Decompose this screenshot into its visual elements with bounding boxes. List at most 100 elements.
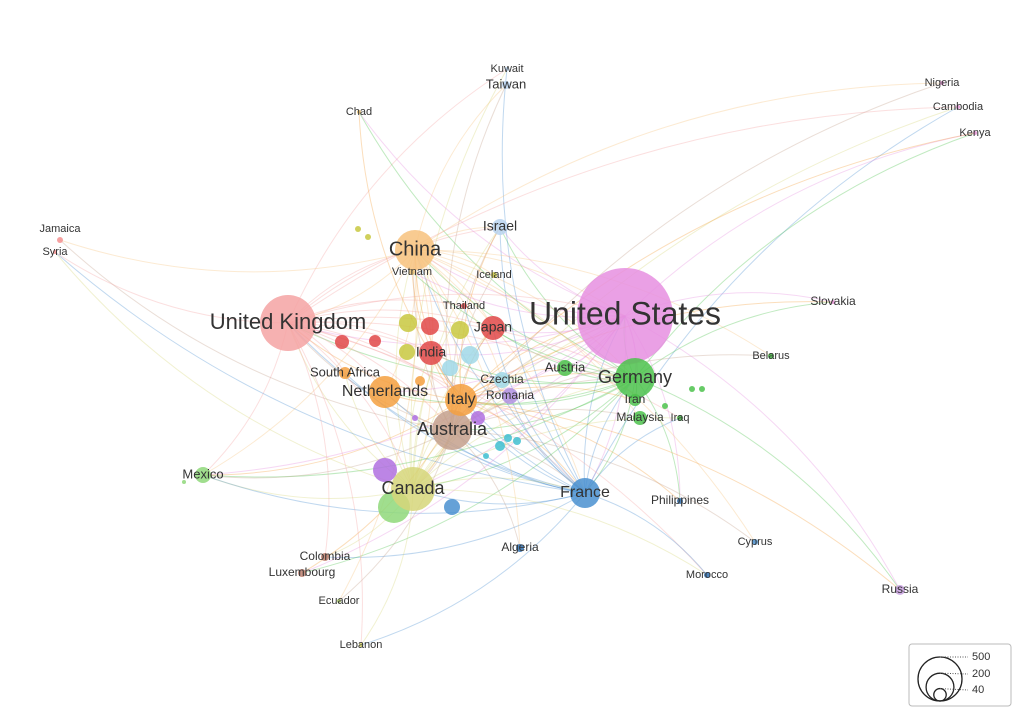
node [689,386,695,392]
edge [634,377,901,591]
node-label: Japan [474,319,512,335]
edge [287,322,330,558]
node [662,403,668,409]
node [298,569,306,577]
node-label: Iceland [476,269,511,281]
edge [624,132,976,317]
edge [584,492,708,576]
node [629,394,641,406]
legend-label: 500 [972,651,990,663]
edge [459,226,501,401]
node [615,358,655,398]
node [492,219,508,235]
edge [59,239,453,431]
edge [451,377,636,431]
edge [414,249,636,379]
edge [287,322,708,576]
edge [54,251,289,324]
node [421,317,439,335]
edge [460,132,976,401]
legend-box [908,643,1012,707]
edges [54,68,976,646]
edge [412,488,708,576]
node [699,386,705,392]
node [502,81,510,89]
node [483,453,489,459]
node [461,303,467,309]
node-label: Russia [882,582,919,596]
node [57,237,63,243]
edge [414,249,586,494]
node-label: Iraq [671,412,690,424]
edge [501,68,586,494]
node [752,539,758,545]
node-label: Jamaica [40,223,82,235]
edge [460,399,901,591]
node [956,105,960,109]
node-label: Malaysia [616,410,664,424]
node-label: Thailand [443,300,485,312]
edge [395,249,416,490]
node-label: Israel [483,218,517,234]
node [471,411,485,425]
edge [287,68,508,324]
node-label: Kuwait [490,63,523,75]
edge [451,354,772,431]
node [442,360,458,376]
edge [451,429,521,549]
edge [460,386,636,401]
edge [338,249,418,602]
node-label: China [389,238,442,260]
edge [410,68,508,490]
node [577,268,673,364]
node [409,269,415,275]
node [395,230,435,270]
node [451,321,469,339]
edge [360,492,586,646]
node [570,478,600,508]
node [505,67,509,71]
node [768,353,774,359]
node [494,372,510,388]
edge [287,322,363,646]
node [516,544,524,552]
edge [412,377,636,490]
edge [414,249,521,549]
edge [451,429,756,543]
edge [414,249,641,419]
edge [287,322,636,385]
edge [499,226,636,379]
node-label: Netherlands [342,383,428,400]
node-label: Germany [598,367,672,387]
edge [287,226,501,324]
node [182,480,186,484]
node [369,376,401,408]
node [445,384,477,416]
node [321,553,329,561]
edge [301,315,626,574]
edge [412,249,433,490]
node [195,467,211,483]
edge [460,399,586,494]
edge [445,84,507,431]
legend: 500 200 40 [917,651,990,702]
edge [460,373,636,401]
node [337,599,341,603]
edge [460,377,636,405]
node-label: Slovakia [810,294,856,308]
edge [287,322,511,397]
edge [338,429,453,602]
node-label: Italy [446,391,475,408]
node-label: Morocco [686,569,728,581]
node [495,441,505,451]
node [704,572,710,578]
node-label: Ecuador [319,595,360,607]
node [415,376,425,386]
node [633,411,647,425]
node-label: France [560,484,610,501]
edge [59,239,416,273]
edge [414,249,586,494]
node-label: Cambodia [933,101,984,113]
node [444,499,460,515]
edge [499,226,586,494]
